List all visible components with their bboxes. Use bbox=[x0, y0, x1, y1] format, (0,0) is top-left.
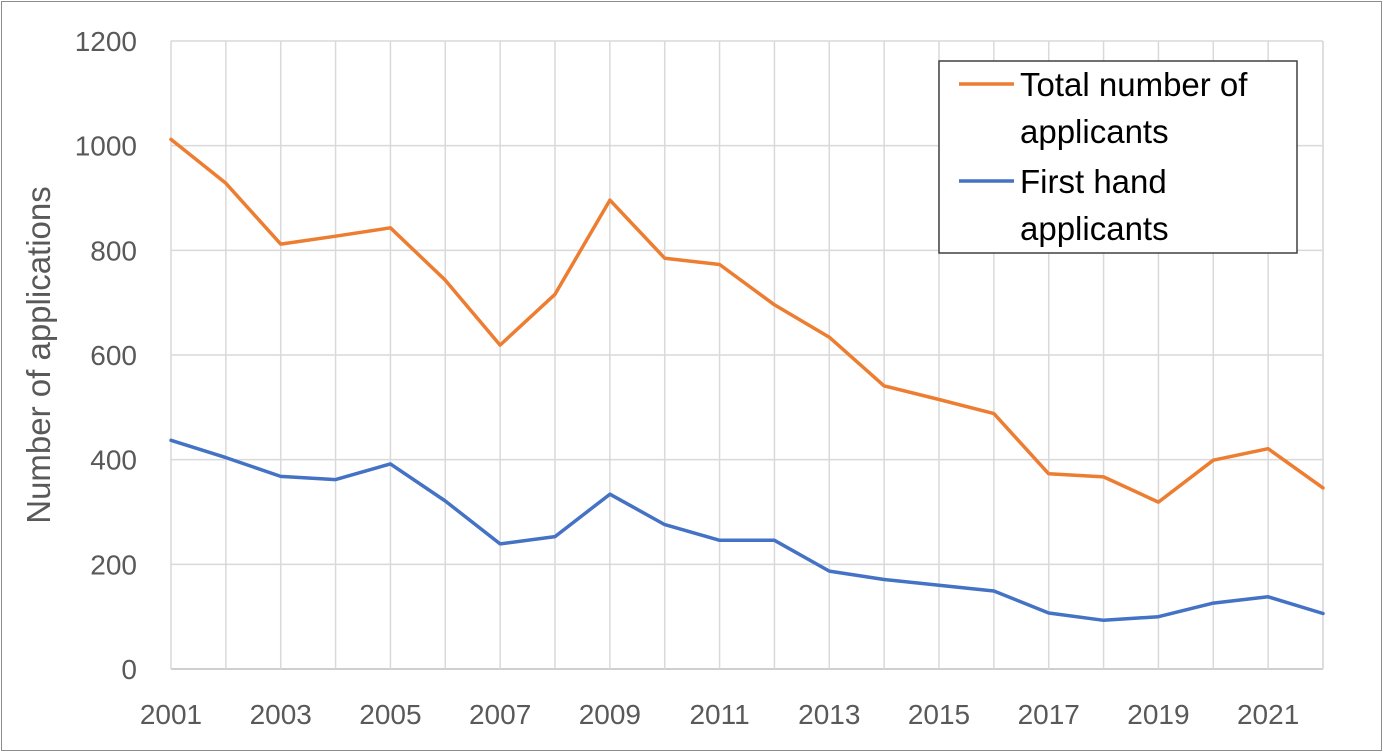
y-tick-label: 1200 bbox=[75, 26, 137, 57]
y-tick-label: 600 bbox=[90, 340, 137, 371]
x-tick-label: 2009 bbox=[579, 699, 641, 730]
x-tick-label: 2011 bbox=[689, 699, 749, 730]
x-tick-label: 2017 bbox=[1018, 699, 1080, 730]
legend-label-1: First hand bbox=[1020, 163, 1167, 200]
series-line-1 bbox=[169, 438, 1325, 623]
legend-label-0: applicants bbox=[1020, 113, 1169, 150]
legend-label-0: Total number of bbox=[1020, 66, 1248, 103]
x-tick-label: 2005 bbox=[359, 699, 421, 730]
x-tick-label: 2003 bbox=[250, 699, 312, 730]
legend-label-1: applicants bbox=[1020, 210, 1169, 247]
x-tick-label: 2015 bbox=[908, 699, 970, 730]
y-tick-label: 800 bbox=[90, 235, 137, 266]
x-axis-ticks: 2001 2003 2005 2007 2009 2011 2013 2015 2017 2019… bbox=[140, 699, 1299, 730]
x-tick-label: 2013 bbox=[798, 699, 860, 730]
y-tick-label: 0 bbox=[121, 654, 137, 685]
y-tick-label: 200 bbox=[90, 549, 137, 580]
x-tick-label: 2001 bbox=[140, 699, 202, 730]
y-axis-title: Number of applications bbox=[20, 186, 57, 524]
x-tick-label: 2021 bbox=[1237, 699, 1299, 730]
x-tick-label: 2007 bbox=[469, 699, 531, 730]
legend: Total number of applicants First hand appli… bbox=[938, 60, 1298, 254]
legend-box bbox=[938, 60, 1298, 254]
x-tick-label: 2019 bbox=[1127, 699, 1189, 730]
y-tick-label: 400 bbox=[90, 445, 137, 476]
series-line-0 bbox=[169, 137, 1325, 504]
y-axis-ticks: 0 200 400 600 800 1000 1200 bbox=[75, 26, 137, 685]
y-tick-label: 1000 bbox=[75, 131, 137, 162]
series-lines bbox=[169, 137, 1325, 623]
